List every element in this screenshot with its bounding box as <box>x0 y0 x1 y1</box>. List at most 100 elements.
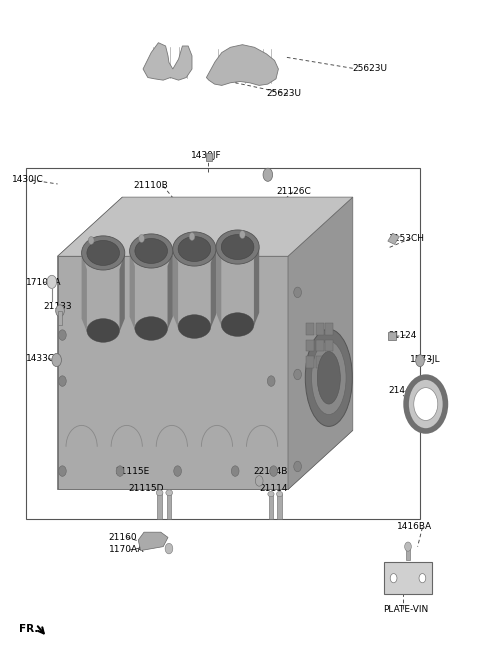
Ellipse shape <box>178 237 211 261</box>
Text: 1170AA: 1170AA <box>109 545 145 555</box>
Text: 1153CH: 1153CH <box>389 234 425 243</box>
Text: 25623U: 25623U <box>266 89 301 99</box>
Text: 21160: 21160 <box>108 533 137 542</box>
Ellipse shape <box>216 230 259 264</box>
FancyBboxPatch shape <box>384 562 432 594</box>
Bar <box>157 493 162 519</box>
Polygon shape <box>168 251 173 330</box>
Text: 1430JF: 1430JF <box>191 151 222 160</box>
Circle shape <box>294 461 301 472</box>
Polygon shape <box>143 43 192 80</box>
Polygon shape <box>388 233 399 244</box>
Circle shape <box>231 466 239 476</box>
Polygon shape <box>58 197 122 489</box>
Text: 21115D: 21115D <box>129 484 164 493</box>
Circle shape <box>390 574 397 583</box>
Text: 1433CA: 1433CA <box>26 353 61 363</box>
Polygon shape <box>130 251 135 330</box>
Ellipse shape <box>173 232 216 266</box>
Bar <box>325 340 333 351</box>
Bar <box>58 311 62 325</box>
Text: FR.: FR. <box>19 624 38 635</box>
Polygon shape <box>206 45 278 85</box>
Ellipse shape <box>156 490 163 496</box>
Bar <box>306 356 314 368</box>
Ellipse shape <box>130 234 173 268</box>
Circle shape <box>419 574 426 583</box>
Circle shape <box>165 543 173 554</box>
Circle shape <box>255 476 263 486</box>
Text: 21124: 21124 <box>389 330 417 340</box>
Circle shape <box>139 235 144 242</box>
Ellipse shape <box>87 240 120 265</box>
Circle shape <box>416 355 424 367</box>
Text: 25623U: 25623U <box>353 64 388 73</box>
Ellipse shape <box>406 377 445 431</box>
Bar <box>167 493 171 519</box>
Ellipse shape <box>268 491 274 497</box>
Bar <box>316 356 324 368</box>
Bar <box>325 323 333 335</box>
Ellipse shape <box>221 235 254 260</box>
Text: 1416BA: 1416BA <box>397 522 432 532</box>
Circle shape <box>52 353 61 367</box>
Bar <box>206 153 212 161</box>
Circle shape <box>294 369 301 380</box>
Ellipse shape <box>221 313 254 336</box>
Ellipse shape <box>312 341 346 415</box>
Text: 22124B: 22124B <box>253 466 288 476</box>
Ellipse shape <box>135 238 168 263</box>
Polygon shape <box>58 197 353 256</box>
Ellipse shape <box>317 351 340 404</box>
Circle shape <box>59 330 66 340</box>
Polygon shape <box>173 249 178 328</box>
Bar <box>26 168 420 519</box>
Ellipse shape <box>414 388 438 420</box>
Bar <box>406 548 410 560</box>
Text: 21126C: 21126C <box>276 187 311 196</box>
Text: PLATE-VIN: PLATE-VIN <box>383 604 428 614</box>
Circle shape <box>294 287 301 298</box>
Circle shape <box>47 275 57 288</box>
Circle shape <box>88 237 94 244</box>
Polygon shape <box>82 253 87 332</box>
Text: 21133: 21133 <box>43 302 72 311</box>
Circle shape <box>240 231 245 238</box>
Bar <box>388 332 396 340</box>
Circle shape <box>174 466 181 476</box>
Ellipse shape <box>166 490 173 496</box>
Polygon shape <box>254 247 259 326</box>
Text: 21114: 21114 <box>259 484 288 493</box>
Circle shape <box>405 542 411 551</box>
Bar <box>269 494 273 519</box>
Bar <box>277 494 282 519</box>
Text: 21110B: 21110B <box>133 181 168 190</box>
Circle shape <box>270 466 277 476</box>
Polygon shape <box>211 249 216 328</box>
Circle shape <box>263 168 273 181</box>
Text: 21115E: 21115E <box>115 466 149 476</box>
Text: 21443: 21443 <box>389 386 417 395</box>
Ellipse shape <box>82 236 125 270</box>
Circle shape <box>59 466 66 476</box>
Ellipse shape <box>87 319 120 342</box>
Polygon shape <box>138 532 168 551</box>
Text: 1710AA: 1710AA <box>26 278 62 287</box>
Polygon shape <box>58 256 288 489</box>
Polygon shape <box>216 247 221 326</box>
Ellipse shape <box>305 329 352 426</box>
Circle shape <box>267 376 275 386</box>
Text: 1430JC: 1430JC <box>12 175 44 184</box>
Ellipse shape <box>178 315 211 338</box>
Polygon shape <box>288 197 353 489</box>
Text: 1573JL: 1573JL <box>410 355 441 364</box>
Bar <box>325 356 333 368</box>
Polygon shape <box>58 430 353 489</box>
Bar <box>316 323 324 335</box>
Circle shape <box>56 305 64 317</box>
Polygon shape <box>120 253 125 332</box>
Circle shape <box>59 376 66 386</box>
Circle shape <box>116 466 124 476</box>
Ellipse shape <box>276 491 283 497</box>
Circle shape <box>189 233 195 240</box>
